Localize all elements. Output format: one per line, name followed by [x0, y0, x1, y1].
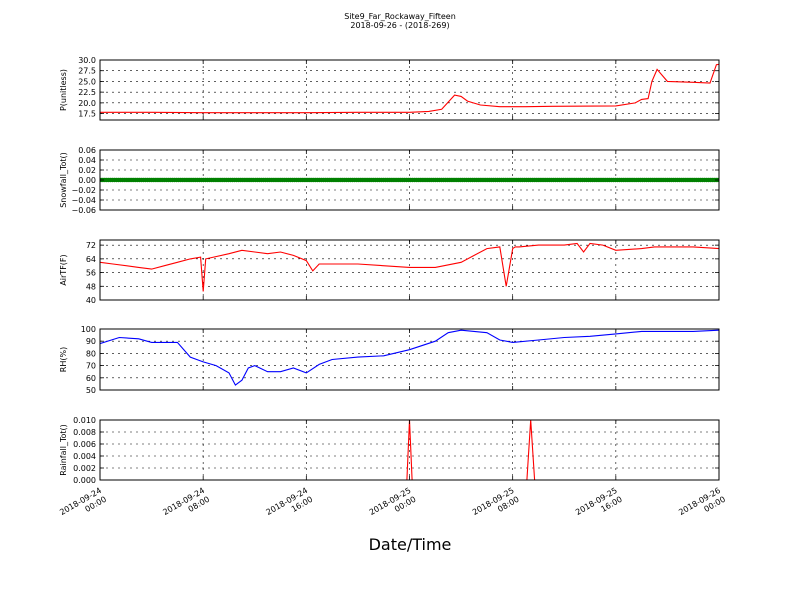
y-axis-label: Snowfall_Tot()	[59, 152, 68, 208]
y-tick-label: 40	[86, 296, 96, 305]
y-tick-label: 100	[81, 325, 96, 334]
x-tick-label: 2018-09-2500:00	[368, 486, 418, 526]
y-tick-label: 17.5	[78, 110, 96, 119]
series-line	[100, 242, 719, 292]
x-axis-label: Date/Time	[369, 535, 452, 554]
panel-3: 40 48 56 64 72 AirTF(F)	[59, 239, 720, 305]
y-tick-label: 80	[86, 349, 96, 358]
series-line	[100, 329, 719, 386]
y-axis-label: P(unitless)	[59, 69, 68, 111]
y-tick-label: 72	[86, 241, 96, 250]
y-tick-label: 0.06	[78, 146, 96, 155]
y-tick-label: 22.5	[78, 88, 96, 97]
panel-5: 0.000 0.002 0.004 0.006 0.008 0.010 Rainfall_T…	[59, 416, 720, 485]
y-tick-label: 48	[86, 282, 96, 291]
y-tick-label: 0.04	[78, 156, 96, 165]
y-tick-label: 25.0	[78, 77, 96, 86]
panel-1: 17.5 20.0 22.5 25.027.5 30.0 P(unitless)	[59, 56, 720, 121]
y-tick-label: 0.02	[78, 166, 96, 175]
y-tick-label: 0.004	[73, 452, 96, 461]
y-tick-label: 70	[86, 362, 96, 371]
x-tick-label: 2018-09-2416:00	[265, 486, 315, 526]
panel-4: 50 60 70 80 90 100 RH(%)	[59, 325, 720, 395]
series-line	[100, 63, 719, 114]
series-line	[100, 420, 719, 480]
y-tick-label: 0.00	[78, 176, 96, 185]
chart-title: Site9_Far_Rockaway_Fifteen	[344, 12, 456, 21]
y-tick-label: −0.04	[71, 196, 96, 205]
y-tick-label: −0.06	[71, 206, 96, 215]
y-tick-label: 0.000	[73, 476, 96, 485]
x-tick-label: 2018-09-2508:00	[471, 486, 521, 526]
y-axis-label: Rainfall_Tot()	[59, 424, 68, 476]
y-tick-label: −0.02	[71, 186, 96, 195]
y-tick-label: 90	[86, 337, 96, 346]
x-tick-label: 2018-09-2400:00	[58, 486, 108, 526]
y-tick-label: 64	[86, 255, 96, 264]
x-tick-label: 2018-09-2516:00	[574, 486, 624, 526]
y-tick-label: 60	[86, 374, 96, 383]
series-points	[100, 177, 719, 183]
panel-2: −0.06−0.04−0.020.000.020.040.06 Snowfall_…	[59, 146, 720, 215]
chart-subtitle: 2018-09-26 - (2018-269)	[350, 21, 449, 30]
y-tick-label: 0.010	[73, 416, 96, 425]
y-tick-label: 0.006	[73, 440, 96, 449]
y-tick-label: 0.008	[73, 428, 96, 437]
y-tick-label: 56	[86, 269, 96, 278]
y-axis-label: RH(%)	[59, 347, 68, 372]
y-axis-label: AirTF(F)	[59, 254, 68, 285]
y-tick-label: 27.5	[78, 67, 96, 76]
y-tick-label: 0.002	[73, 464, 96, 473]
y-tick-label: 50	[86, 386, 96, 395]
y-tick-label: 20.0	[78, 99, 96, 108]
y-tick-label: 30.0	[78, 56, 96, 65]
x-tick-label: 2018-09-2600:00	[677, 486, 727, 526]
x-tick-label: 2018-09-2408:00	[161, 486, 211, 526]
